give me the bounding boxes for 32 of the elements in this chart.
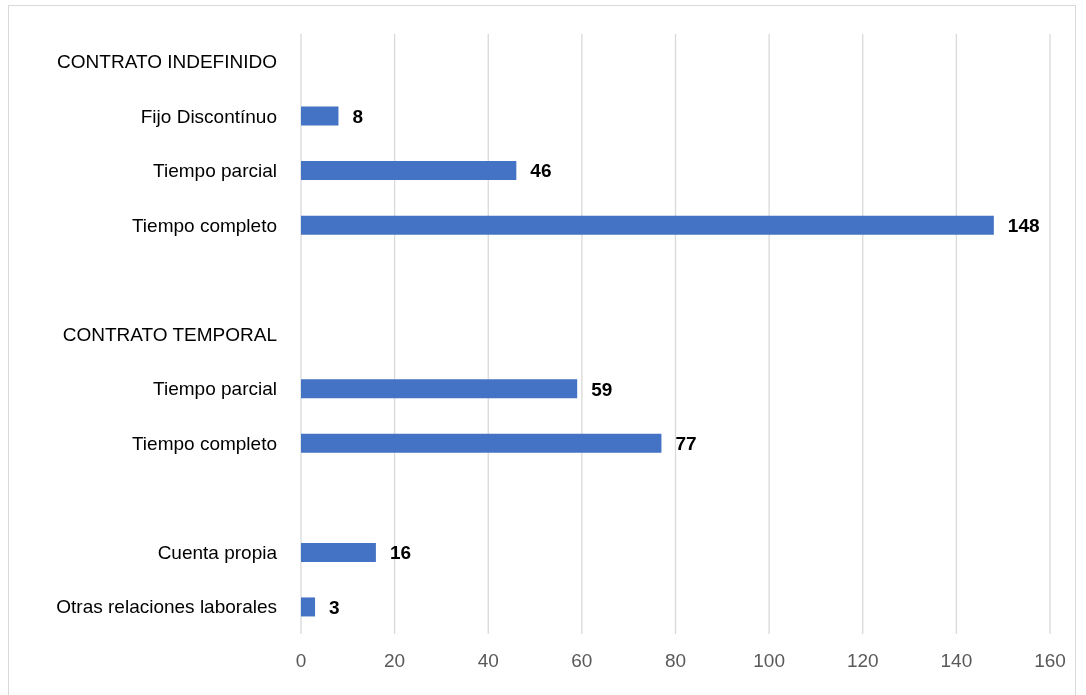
y-tick-label: Cuenta propia (157, 541, 278, 563)
y-tick-label: Tiempo parcial (153, 160, 277, 182)
y-tick-label: CONTRATO TEMPORAL (62, 323, 277, 345)
data-label: 16 (389, 542, 412, 564)
data-label: 3 (329, 596, 340, 618)
x-tick-label: 80 (664, 650, 687, 672)
data-label: 77 (675, 433, 697, 455)
x-tick-label: 140 (940, 650, 973, 672)
data-label: 148 (1007, 214, 1040, 236)
y-tick-label: Tiempo parcial (153, 378, 277, 400)
y-tick-label: Tiempo completo (131, 214, 277, 236)
bar (301, 161, 517, 181)
y-tick-label: Otras relaciones laborales (56, 596, 277, 618)
x-tick-label: 160 (1034, 650, 1066, 672)
bar (301, 597, 316, 617)
x-tick-label: 0 (295, 650, 307, 672)
x-tick-label: 20 (384, 650, 406, 672)
bar (301, 106, 339, 126)
y-tick-label: CONTRATO INDEFINIDO (57, 51, 277, 73)
bar (301, 215, 994, 235)
bar (301, 379, 578, 399)
x-tick-label: 100 (753, 650, 785, 672)
x-tick-label: 60 (571, 650, 593, 672)
bar (301, 542, 376, 562)
data-label: 8 (352, 105, 364, 127)
y-tick-label: Fijo Discontínuo (140, 105, 277, 127)
data-label: 46 (530, 160, 552, 182)
bar (301, 433, 662, 453)
y-tick-label: Tiempo completo (131, 432, 277, 454)
data-label: 59 (591, 378, 613, 400)
x-tick-label: 40 (477, 650, 499, 672)
x-tick-label: 120 (846, 650, 879, 672)
